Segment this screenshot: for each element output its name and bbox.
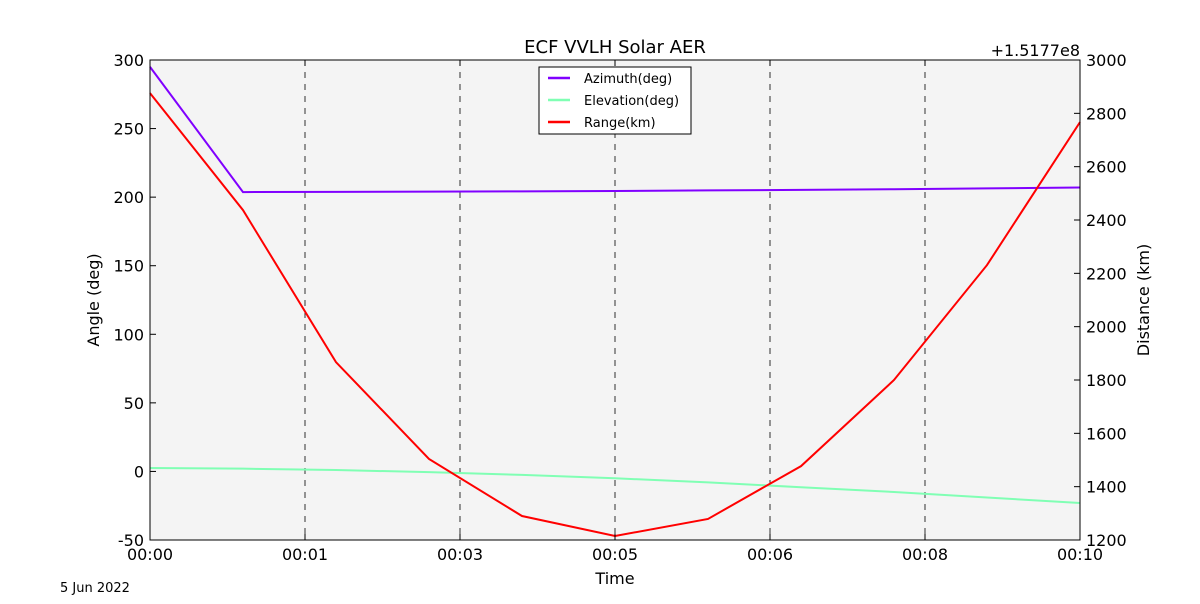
y-tick-label: 250 bbox=[113, 120, 144, 139]
y-axis-right: 1200 1400 1600 1800 2000 2200 2400 2600 2800 3000 bbox=[1074, 51, 1127, 550]
y2-tick-label: 3000 bbox=[1086, 51, 1127, 70]
x-tick-label: 00:08 bbox=[902, 545, 948, 564]
legend-entry: Elevation(deg) bbox=[584, 94, 679, 109]
date-footnote: 5 Jun 2022 bbox=[60, 581, 130, 596]
x-tick-label: 00:06 bbox=[747, 545, 793, 564]
y-tick-label: 0 bbox=[134, 462, 144, 481]
y2-tick-label: 2600 bbox=[1086, 158, 1127, 177]
y-tick-label: 50 bbox=[124, 394, 144, 413]
x-axis: 00:00 00:01 00:03 00:05 00:06 00:08 00:10 bbox=[127, 60, 1103, 564]
y-tick-label: -50 bbox=[118, 531, 144, 550]
y2-tick-label: 2400 bbox=[1086, 211, 1127, 230]
x-tick-label: 00:05 bbox=[592, 545, 638, 564]
x-tick-label: 00:03 bbox=[437, 545, 483, 564]
x-tick-label: 00:10 bbox=[1057, 545, 1103, 564]
legend-entry: Range(km) bbox=[584, 116, 656, 131]
y-tick-label: 200 bbox=[113, 188, 144, 207]
y2-tick-label: 1400 bbox=[1086, 478, 1127, 497]
grid bbox=[304, 60, 926, 540]
series-line-azimuth bbox=[149, 66, 1081, 194]
chart-title: ECF VVLH Solar AER bbox=[524, 37, 706, 58]
y2-tick-label: 2000 bbox=[1086, 318, 1127, 337]
y2-offset-label: +1.5177e8 bbox=[991, 41, 1080, 60]
y-tick-label: 100 bbox=[113, 325, 144, 344]
legend-entry: Azimuth(deg) bbox=[584, 72, 672, 87]
y2-axis-label: Distance (km) bbox=[1134, 244, 1153, 356]
legend: Azimuth(deg) Elevation(deg) Range(km) bbox=[538, 66, 692, 135]
y-axis-label: Angle (deg) bbox=[84, 253, 103, 346]
y-axis-left: -50 0 50 100 150 200 250 300 bbox=[113, 51, 156, 550]
y-tick-label: 150 bbox=[113, 257, 144, 276]
x-axis-label: Time bbox=[594, 569, 634, 588]
y2-tick-label: 2800 bbox=[1086, 104, 1127, 123]
series-line-elevation bbox=[149, 467, 1081, 504]
y2-tick-label: 1800 bbox=[1086, 371, 1127, 390]
y2-tick-label: 2200 bbox=[1086, 264, 1127, 283]
y2-tick-label: 1600 bbox=[1086, 424, 1127, 443]
y2-tick-label: 1200 bbox=[1086, 531, 1127, 550]
y-tick-label: 300 bbox=[113, 51, 144, 70]
x-tick-label: 00:00 bbox=[127, 545, 173, 564]
x-tick-label: 00:01 bbox=[282, 545, 328, 564]
